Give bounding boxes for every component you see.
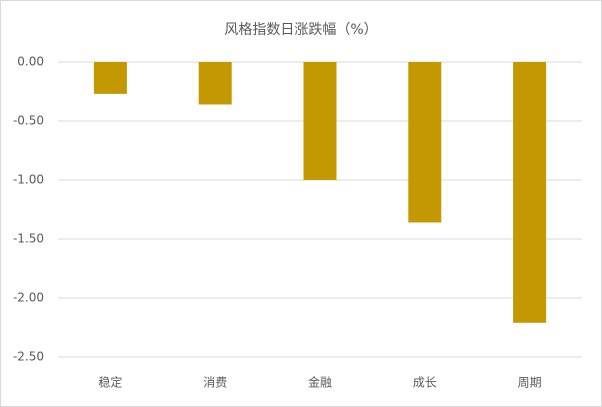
- y-tick-label: -1.50: [13, 232, 44, 246]
- bar: [198, 62, 232, 105]
- y-tick-label: -2.00: [13, 291, 44, 305]
- x-tick-label: 金融: [308, 375, 332, 390]
- y-tick-label: -0.50: [13, 114, 44, 128]
- x-tick-label: 成长: [413, 376, 437, 390]
- x-tick-label: 稳定: [98, 375, 122, 390]
- bar: [93, 62, 127, 94]
- y-tick-label: 0.00: [17, 55, 44, 69]
- x-tick-label: 消费: [203, 376, 227, 390]
- y-tick-label: -2.50: [13, 350, 44, 364]
- chart-title: 风格指数日涨跌幅（%）: [224, 22, 377, 38]
- bar: [303, 62, 337, 180]
- y-tick-label: -1.00: [13, 173, 44, 187]
- bar: [408, 62, 442, 223]
- x-tick-label: 周期: [518, 376, 542, 390]
- bar: [513, 62, 547, 323]
